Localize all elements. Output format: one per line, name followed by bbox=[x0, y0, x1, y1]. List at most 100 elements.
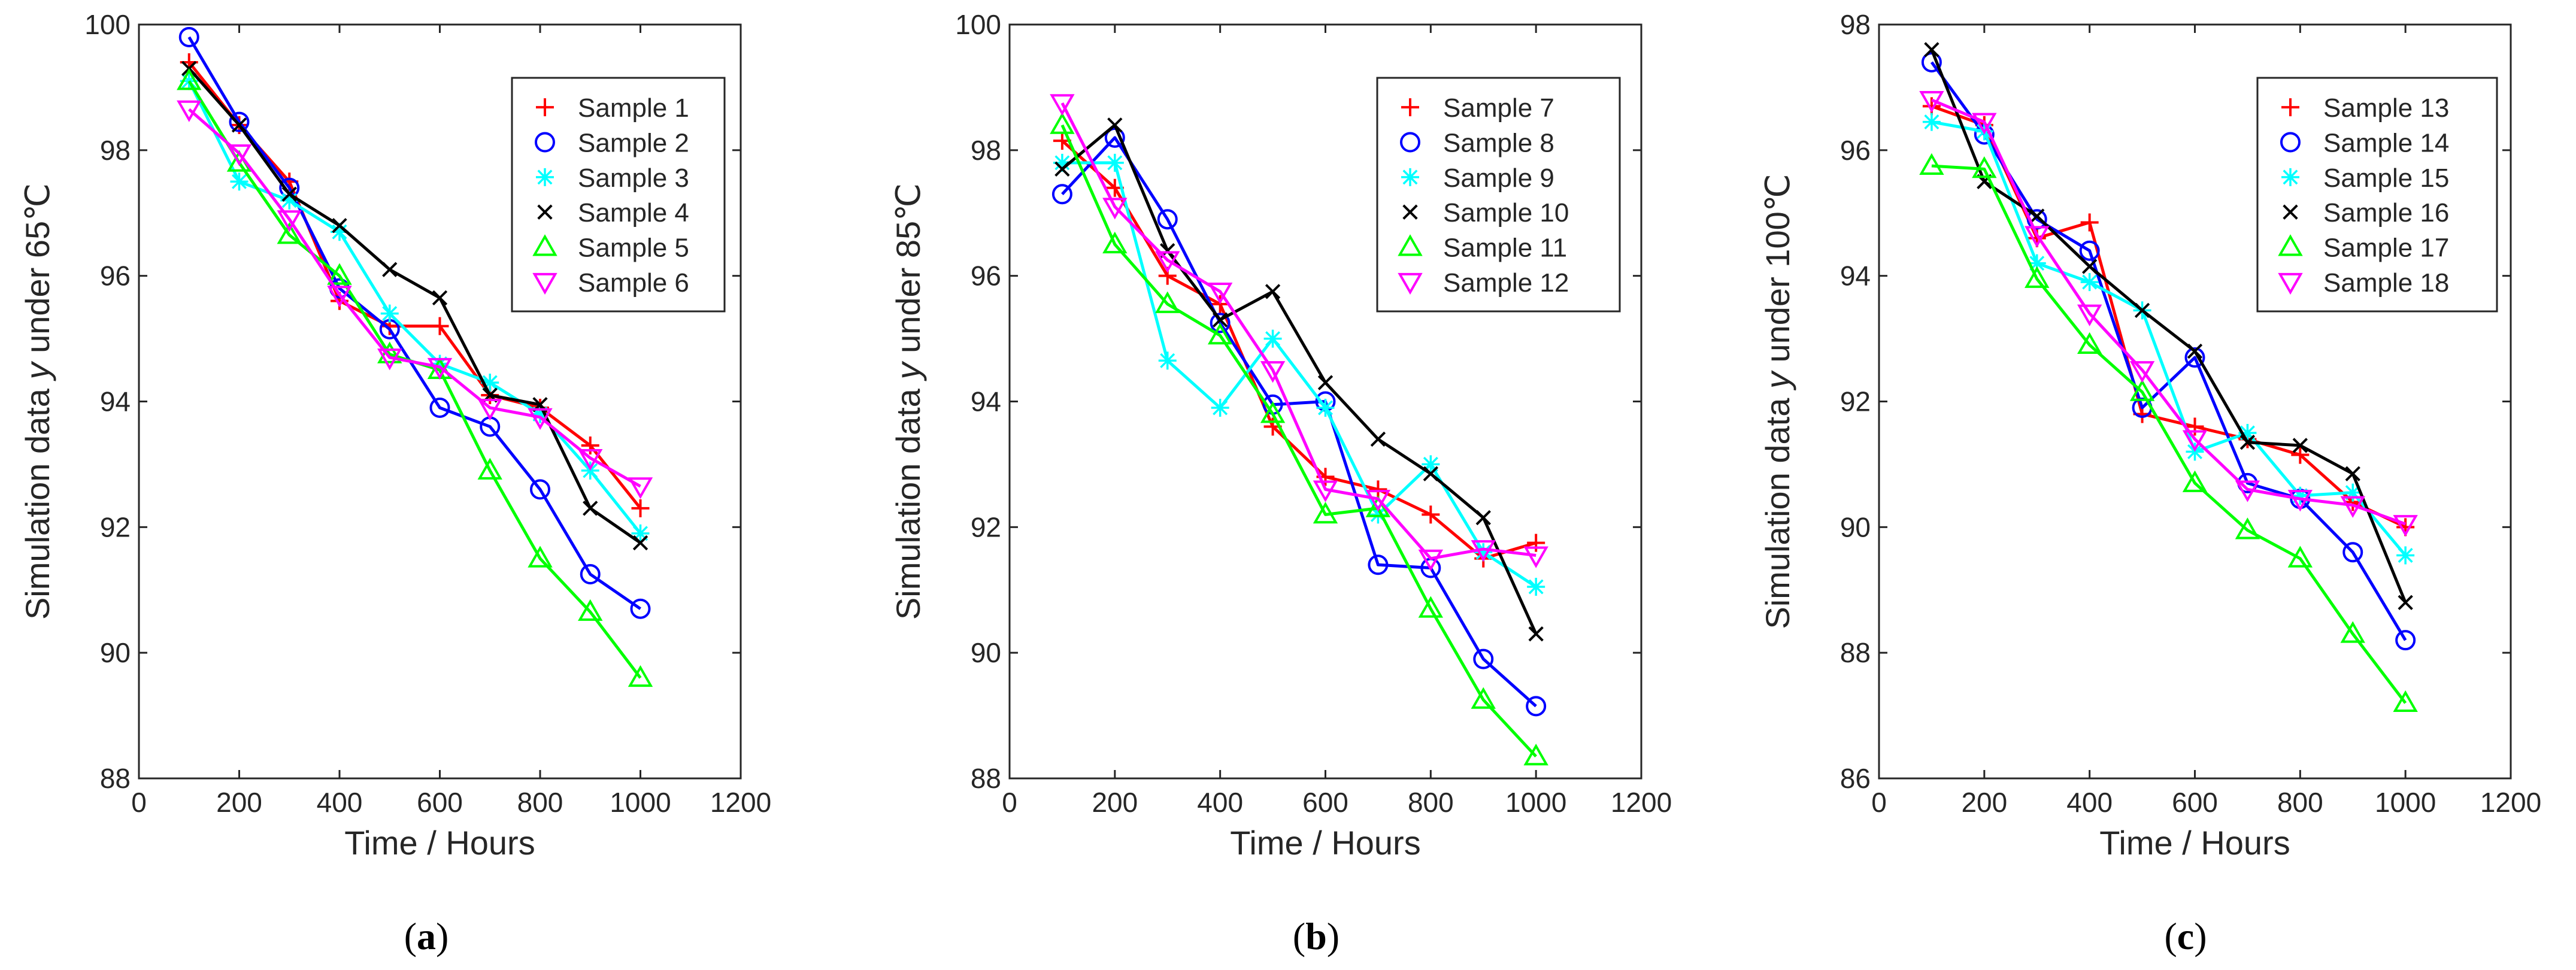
data-point bbox=[2340, 496, 2365, 518]
data-point bbox=[1365, 495, 1391, 517]
data-point bbox=[377, 348, 402, 371]
x-tick-label: 600 bbox=[1302, 787, 1348, 818]
data-point bbox=[2238, 423, 2257, 442]
data-point bbox=[427, 357, 453, 380]
data-point bbox=[382, 262, 398, 277]
data-point bbox=[2080, 213, 2099, 232]
y-tick-label: 98 bbox=[100, 135, 131, 166]
data-point bbox=[628, 477, 653, 499]
data-point bbox=[1473, 648, 1494, 669]
x-tick-label: 400 bbox=[317, 787, 363, 818]
y-tick-label: 92 bbox=[1840, 386, 1871, 417]
data-point bbox=[1924, 42, 1939, 57]
data-point bbox=[1368, 554, 1389, 575]
data-point bbox=[2077, 332, 2102, 354]
series-line bbox=[1931, 98, 2407, 526]
data-point bbox=[578, 448, 603, 471]
data-point bbox=[1105, 153, 1124, 172]
x-tick-label: 800 bbox=[2277, 787, 2323, 818]
data-point bbox=[281, 186, 297, 202]
data-point bbox=[1475, 510, 1491, 526]
data-point bbox=[380, 304, 399, 323]
legend-marker bbox=[1401, 168, 1419, 186]
data-point bbox=[2239, 435, 2256, 450]
data-point bbox=[332, 218, 347, 234]
legend-entry-label: Sample 14 bbox=[2323, 129, 2449, 158]
data-point bbox=[1526, 696, 1547, 717]
y-tick-label: 98 bbox=[971, 135, 1001, 166]
data-point bbox=[1050, 112, 1075, 134]
chart-panel-b: 0 200 400 600 800 1000 1200 88 90 92 94 96 98 100 Time… bbox=[889, 9, 1672, 957]
legend-entry-label: Sample 9 bbox=[1443, 163, 1554, 193]
y-tick-label: 90 bbox=[1840, 511, 1871, 542]
data-point bbox=[2129, 361, 2155, 383]
data-point bbox=[2291, 445, 2310, 464]
data-point bbox=[1369, 480, 1387, 499]
data-point bbox=[178, 26, 199, 47]
data-point bbox=[1528, 626, 1544, 642]
data-point bbox=[1155, 251, 1180, 273]
data-point bbox=[1922, 113, 1941, 131]
legend-marker bbox=[1400, 132, 1420, 153]
y-tick-label: 88 bbox=[1840, 637, 1871, 668]
legend-entry-label: Sample 8 bbox=[1443, 129, 1554, 158]
legend-entry-label: Sample 2 bbox=[578, 129, 689, 158]
series-sample-12 bbox=[1050, 94, 1548, 572]
y-tick-label: 96 bbox=[971, 260, 1001, 292]
data-point bbox=[2182, 470, 2208, 492]
x-axis-label: Time / Hours bbox=[2099, 824, 2290, 862]
data-point bbox=[1260, 361, 1286, 383]
data-point bbox=[1523, 546, 1548, 568]
y-tick-label: 96 bbox=[1840, 135, 1871, 166]
series-line bbox=[187, 36, 641, 610]
legend: Sample 7 Sample 8 Sample 9 Sample 10 Sample … bbox=[1376, 77, 1621, 313]
data-point bbox=[1265, 284, 1281, 299]
data-point bbox=[1418, 549, 1444, 572]
data-point bbox=[1213, 312, 1228, 328]
legend-marker bbox=[2278, 234, 2303, 256]
data-point bbox=[2287, 545, 2313, 568]
data-point bbox=[327, 263, 352, 285]
y-tick-label: 90 bbox=[971, 637, 1001, 668]
data-point bbox=[2028, 254, 2046, 272]
data-point bbox=[1972, 156, 1997, 178]
x-tick-label: 400 bbox=[1197, 787, 1243, 818]
series-sample-8 bbox=[1051, 127, 1547, 717]
legend-marker bbox=[2283, 204, 2298, 220]
data-point bbox=[2082, 259, 2098, 274]
y-tick-label: 92 bbox=[100, 511, 131, 542]
x-tick-label: 0 bbox=[131, 787, 147, 818]
data-point bbox=[2287, 490, 2313, 512]
legend-entry-label: Sample 5 bbox=[578, 234, 689, 263]
y-tick-label: 88 bbox=[971, 763, 1001, 794]
legend-entry-label: Sample 16 bbox=[2323, 198, 2449, 228]
data-point bbox=[1422, 505, 1440, 524]
data-point bbox=[2292, 438, 2308, 453]
y-tick-label: 100 bbox=[955, 9, 1001, 40]
legend-entry-label: Sample 18 bbox=[2323, 268, 2449, 298]
x-tick-label: 200 bbox=[1961, 787, 2007, 818]
legend: Sample 13 Sample 14 Sample 15 Sample 16 Samp… bbox=[2256, 77, 2498, 313]
x-tick-label: 1000 bbox=[2375, 787, 2436, 818]
data-point bbox=[2025, 226, 2050, 248]
data-point bbox=[177, 68, 202, 90]
x-tick-label: 1200 bbox=[710, 787, 771, 818]
y-axis-label: Simulation data y under 65℃ bbox=[19, 183, 56, 620]
data-point bbox=[477, 399, 502, 421]
data-point bbox=[177, 100, 202, 122]
data-point bbox=[2182, 430, 2208, 452]
legend-marker bbox=[2281, 168, 2299, 186]
x-tick-label: 1200 bbox=[1611, 787, 1672, 818]
data-point bbox=[1050, 94, 1075, 116]
series-sample-11 bbox=[1050, 112, 1548, 766]
x-tick-label: 1000 bbox=[610, 787, 671, 818]
data-point bbox=[1316, 398, 1335, 417]
data-point bbox=[1919, 90, 1944, 113]
data-point bbox=[230, 172, 248, 191]
series-line bbox=[1931, 164, 2407, 704]
legend-entry-label: Sample 7 bbox=[1443, 93, 1554, 123]
legend-marker bbox=[536, 168, 554, 186]
data-point bbox=[1313, 480, 1338, 502]
legend-marker bbox=[1402, 204, 1418, 220]
data-point bbox=[2129, 379, 2155, 401]
